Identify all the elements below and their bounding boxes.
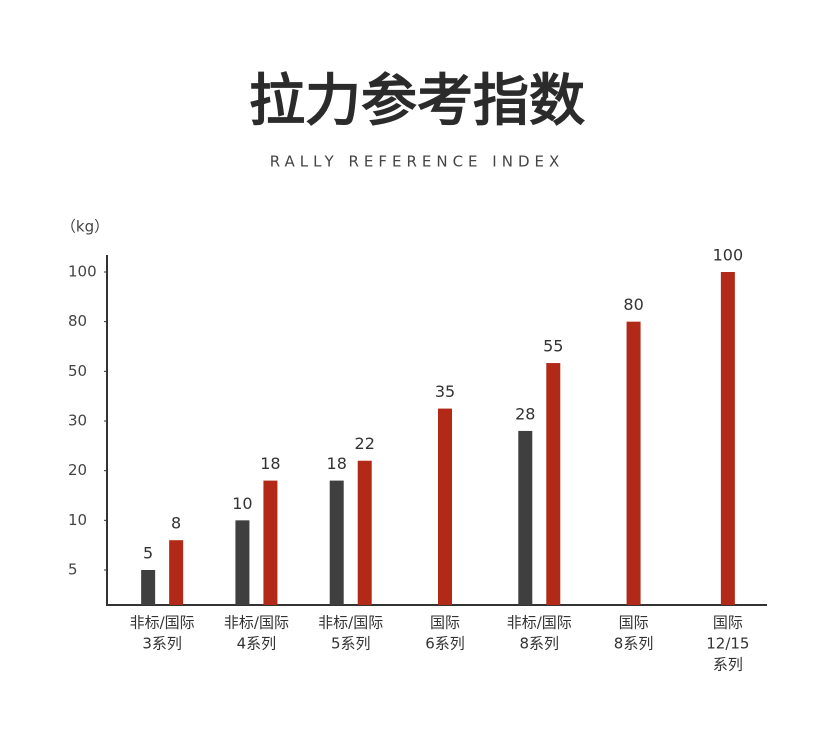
y-tick-label: 80 xyxy=(68,312,87,330)
x-tick-label: 国际 xyxy=(430,614,460,632)
x-tick-label: 系列 xyxy=(713,656,743,674)
bar xyxy=(626,321,641,605)
y-axis-label: （kg） xyxy=(61,218,109,236)
bar xyxy=(329,480,344,605)
value-label: 100 xyxy=(713,246,744,265)
x-tick-label: 8系列 xyxy=(614,635,654,653)
x-tick-label: 国际 xyxy=(619,614,649,632)
x-tick-label: 非标/国际 xyxy=(318,614,383,632)
x-tick-label: 非标/国际 xyxy=(507,614,572,632)
x-tick-label: 非标/国际 xyxy=(130,614,195,632)
chart-subtitle: RALLY REFERENCE INDEX xyxy=(270,153,565,171)
value-label: 22 xyxy=(355,434,375,453)
x-tick-label: 4系列 xyxy=(237,635,277,653)
y-tick-label: 100 xyxy=(68,263,97,281)
bar xyxy=(357,460,372,605)
x-tick-label: 6系列 xyxy=(425,635,465,653)
bar xyxy=(518,430,533,605)
value-label: 10 xyxy=(232,494,252,513)
x-tick-label: 国际 xyxy=(713,614,743,632)
x-tick-label: 8系列 xyxy=(520,635,560,653)
x-tick-label: 12/15 xyxy=(706,635,749,653)
y-tick-label: 20 xyxy=(68,461,87,479)
y-tick-label: 50 xyxy=(68,362,87,380)
y-tick-label: 5 xyxy=(68,561,78,579)
bar xyxy=(546,363,561,605)
y-tick-label: 30 xyxy=(68,412,87,430)
bar xyxy=(438,408,452,605)
value-label: 35 xyxy=(435,382,455,401)
x-tick-label: 非标/国际 xyxy=(224,614,289,632)
x-tick-label: 5系列 xyxy=(331,635,371,653)
value-label: 80 xyxy=(623,295,643,314)
chart-title: 拉力参考指数 xyxy=(249,69,585,134)
value-label: 28 xyxy=(515,404,535,423)
bar xyxy=(169,540,184,605)
value-label: 18 xyxy=(260,454,280,473)
value-label: 55 xyxy=(543,337,563,356)
bar xyxy=(235,520,250,605)
y-tick-label: 10 xyxy=(68,511,87,529)
bar xyxy=(720,272,735,605)
bar xyxy=(263,480,278,605)
value-label: 18 xyxy=(327,454,347,473)
x-tick-label: 3系列 xyxy=(142,635,182,653)
bar xyxy=(141,570,156,605)
value-label: 5 xyxy=(143,544,153,563)
value-label: 8 xyxy=(171,514,181,533)
